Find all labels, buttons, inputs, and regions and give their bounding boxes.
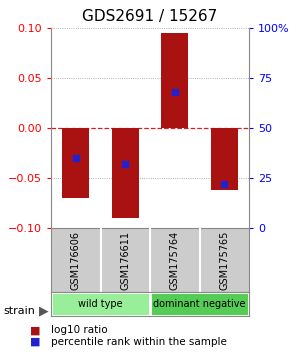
Bar: [211, 129, 238, 190]
Text: strain: strain: [3, 306, 35, 316]
Text: GSM175765: GSM175765: [219, 230, 229, 290]
Text: log10 ratio: log10 ratio: [51, 325, 108, 335]
Text: wild type: wild type: [78, 299, 123, 309]
Bar: [150, 292, 249, 316]
Bar: [112, 129, 139, 218]
Bar: [62, 129, 89, 198]
Text: GSM176606: GSM176606: [71, 231, 81, 290]
Text: GSM176611: GSM176611: [120, 231, 130, 290]
Text: ■: ■: [30, 325, 40, 335]
Text: ■: ■: [30, 337, 40, 347]
Text: dominant negative: dominant negative: [153, 299, 246, 309]
Text: percentile rank within the sample: percentile rank within the sample: [51, 337, 227, 347]
Text: ▶: ▶: [39, 304, 48, 317]
Text: GSM175764: GSM175764: [170, 230, 180, 290]
Bar: [51, 292, 150, 316]
Title: GDS2691 / 15267: GDS2691 / 15267: [82, 9, 218, 24]
Bar: [161, 33, 188, 129]
